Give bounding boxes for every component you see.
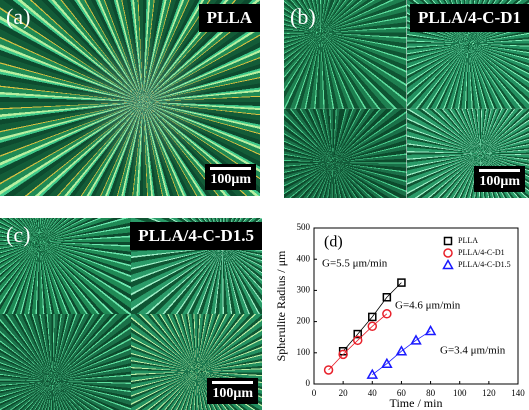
scale-bar: 100μm (207, 378, 258, 404)
micrograph: (b) PLLA/4-C-D1 100μm (284, 0, 529, 198)
page: (a) PLLA 100μm (b) PLLA/4-C-D1 100μm (c)… (0, 0, 529, 410)
legend-marker (444, 249, 452, 257)
chart: (d) Time / min Spherulite Radius / μm G=… (262, 218, 529, 410)
panel-label: (a) (6, 4, 30, 30)
y-axis-title: Spherulite Radius / μm (274, 250, 288, 361)
legend-label: PLLA (458, 236, 478, 245)
y-tick-label: 100 (297, 347, 311, 357)
x-tick-label: 20 (339, 388, 349, 398)
marker (368, 370, 377, 378)
annotation: G=3.4 μm/min (440, 345, 506, 357)
panel-title: PLLA (199, 4, 260, 32)
x-tick-label: 120 (482, 388, 496, 398)
panel-label: (d) (324, 234, 343, 251)
x-tick-label: 60 (397, 388, 407, 398)
annotation: G=5.5 μm/min (322, 258, 388, 270)
marker (412, 336, 421, 344)
marker (397, 347, 406, 355)
marker (325, 366, 333, 374)
marker (426, 326, 435, 334)
legend-label: PLLA/4-C-D1.5 (458, 260, 511, 269)
y-tick-label: 0 (306, 378, 311, 388)
x-tick-label: 100 (453, 388, 467, 398)
fit-line (372, 331, 430, 375)
scale-bar: 100μm (205, 164, 256, 190)
y-tick-label: 300 (297, 284, 311, 294)
legend-label: PLLA/4-C-D1 (458, 248, 505, 257)
fit-line (329, 314, 387, 370)
x-tick-label: 40 (368, 388, 378, 398)
fit-line (343, 283, 401, 352)
y-tick-label: 200 (297, 316, 311, 326)
panel-title: PLLA/4-C-D1 (410, 4, 529, 32)
x-tick-label: 80 (426, 388, 436, 398)
y-tick-label: 400 (297, 253, 311, 263)
legend-marker (445, 238, 452, 245)
micrograph: (a) PLLA 100μm (0, 0, 260, 196)
scale-bar: 100μm (474, 166, 525, 192)
marker (383, 310, 391, 318)
y-tick-label: 500 (297, 222, 311, 232)
panel-label: (c) (6, 222, 30, 248)
legend-marker (444, 261, 453, 269)
annotation: G=4.6 μm/min (395, 300, 461, 312)
panel-title: PLLA/4-C-D1.5 (130, 222, 262, 250)
micrograph: (c) PLLA/4-C-D1.5 100μm (0, 218, 262, 410)
panel-label: (b) (290, 4, 316, 30)
x-tick-label: 0 (312, 388, 317, 398)
x-tick-label: 140 (511, 388, 525, 398)
